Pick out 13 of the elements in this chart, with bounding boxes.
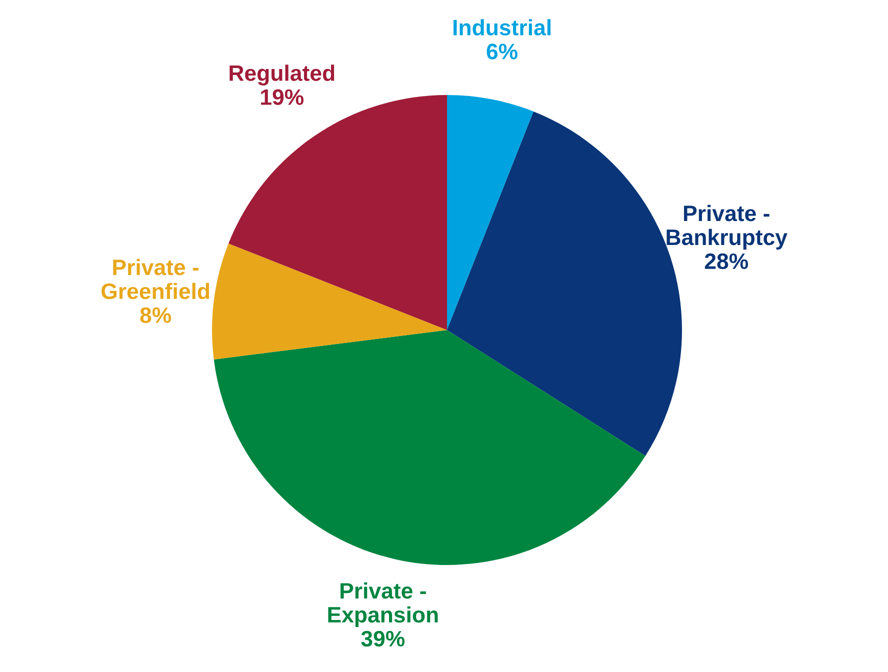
pie-slice bbox=[214, 330, 646, 565]
data-label: 39% bbox=[361, 630, 405, 647]
slice-label: Private - Bankruptcy bbox=[666, 204, 788, 250]
data-label: 28% bbox=[704, 253, 748, 270]
data-label: 8% bbox=[140, 307, 172, 324]
slice-label: Regulated bbox=[230, 64, 334, 86]
data-label: 6% bbox=[486, 44, 518, 60]
slice-label: Industrial bbox=[454, 19, 550, 36]
pie-slice bbox=[212, 243, 447, 360]
pie-slice bbox=[447, 95, 534, 330]
slice-label: Private - Expansion bbox=[328, 582, 438, 628]
slice-label: Private - Greenfield bbox=[102, 258, 210, 300]
data-label: 19% bbox=[261, 89, 304, 106]
